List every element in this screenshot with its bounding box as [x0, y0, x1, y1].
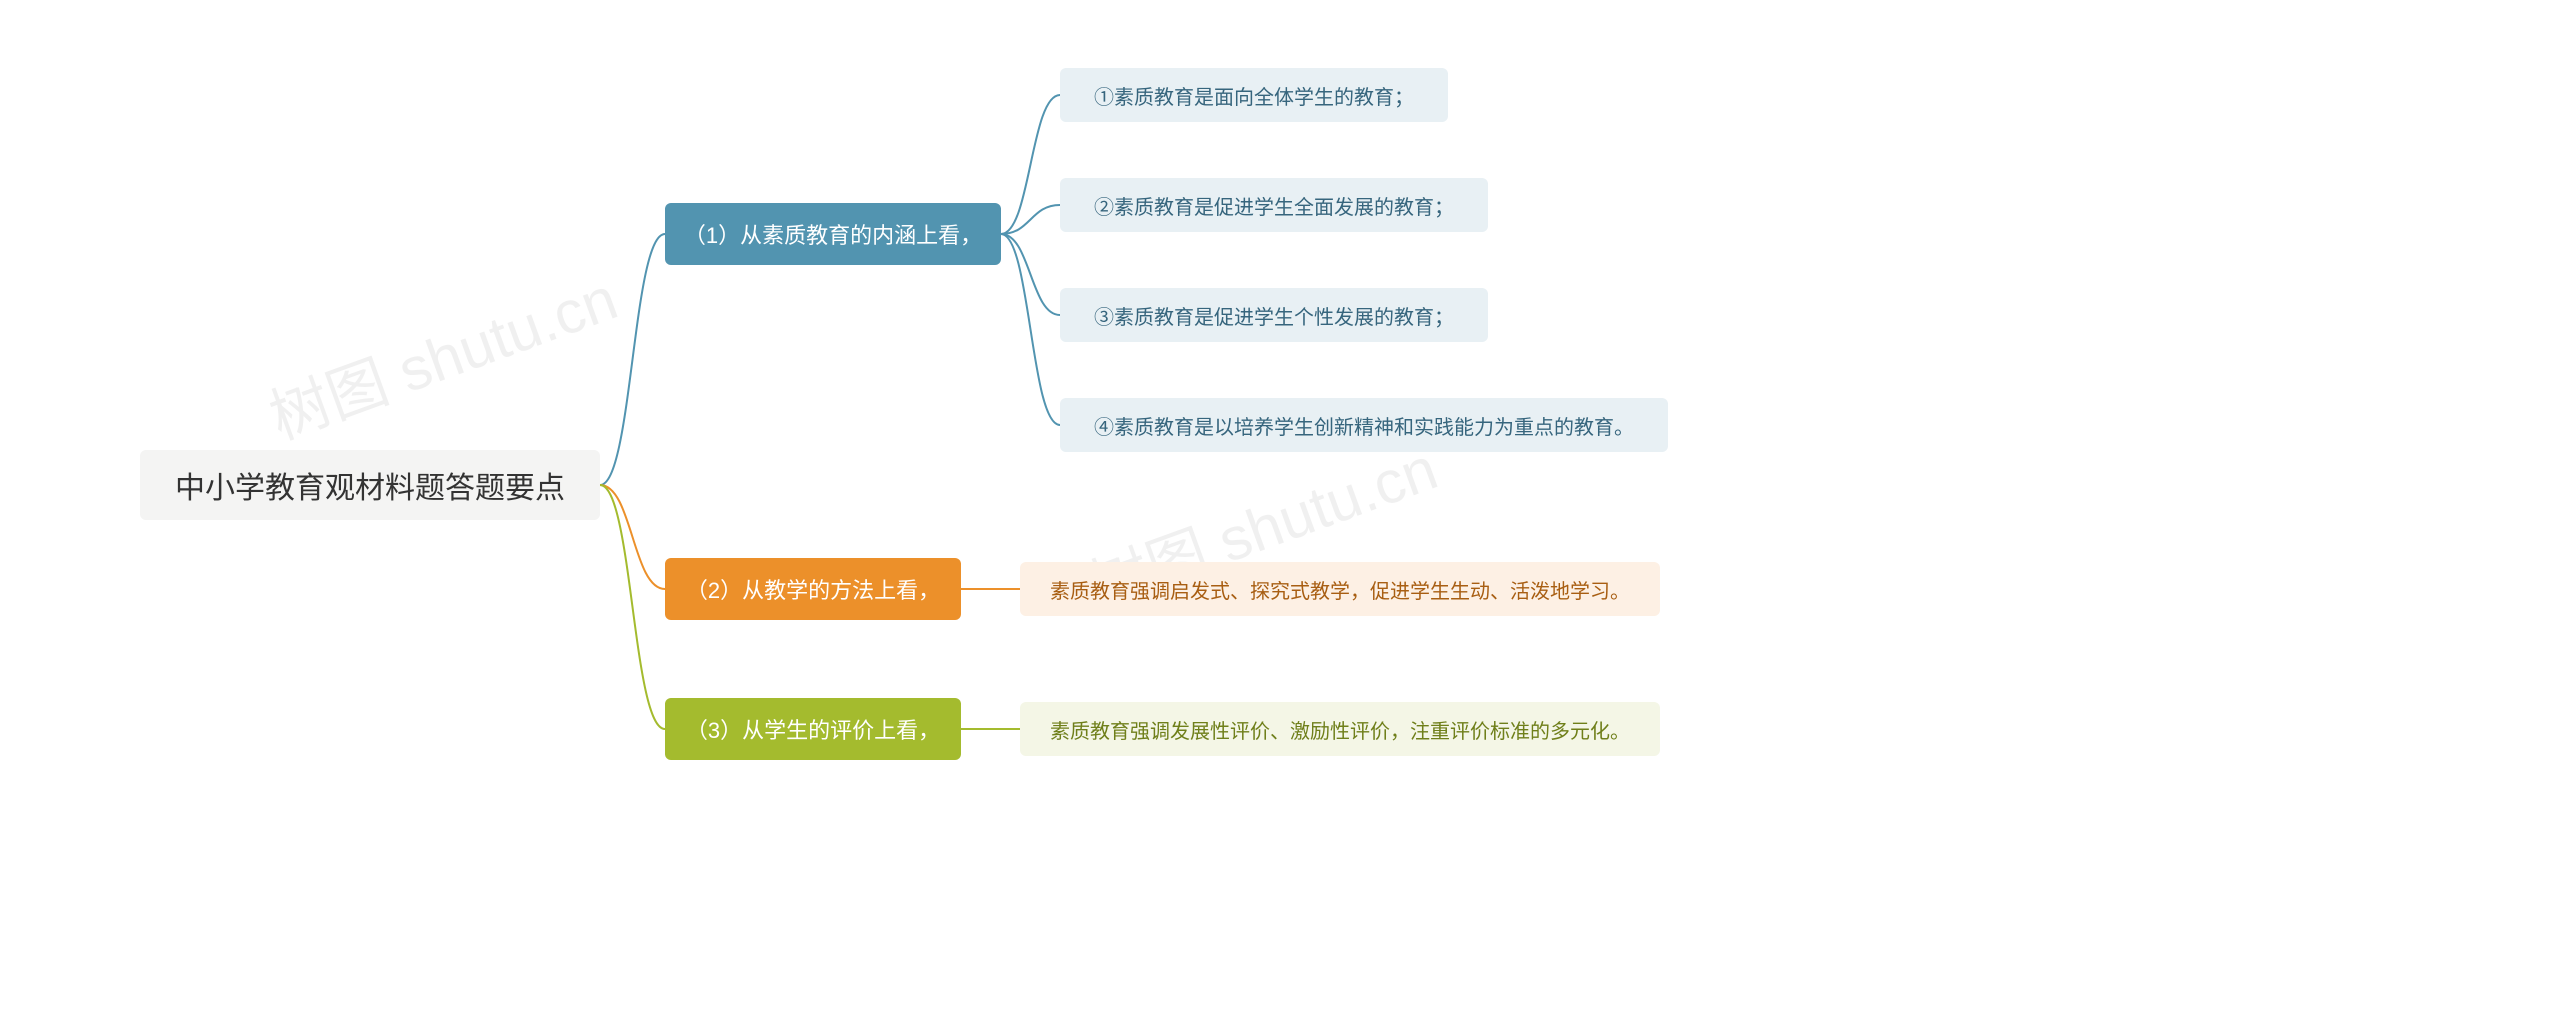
- leaf-node-0-2: ③素质教育是促进学生个性发展的教育；: [1060, 288, 1488, 342]
- root-node: 中小学教育观材料题答题要点: [140, 450, 600, 520]
- leaf-node-0-0: ①素质教育是面向全体学生的教育；: [1060, 68, 1448, 122]
- branch-node-0: （1）从素质教育的内涵上看，: [665, 203, 1001, 265]
- leaf-node-0-3: ④素质教育是以培养学生创新精神和实践能力为重点的教育。: [1060, 398, 1668, 452]
- leaf-node-1-0: 素质教育强调启发式、探究式教学，促进学生生动、活泼地学习。: [1020, 562, 1660, 616]
- watermark-0: 树图 shutu.cn: [256, 250, 627, 456]
- leaf-node-2-0: 素质教育强调发展性评价、激励性评价，注重评价标准的多元化。: [1020, 702, 1660, 756]
- leaf-node-0-1: ②素质教育是促进学生全面发展的教育；: [1060, 178, 1488, 232]
- branch-node-2: （3）从学生的评价上看，: [665, 698, 961, 760]
- branch-node-1: （2）从教学的方法上看，: [665, 558, 961, 620]
